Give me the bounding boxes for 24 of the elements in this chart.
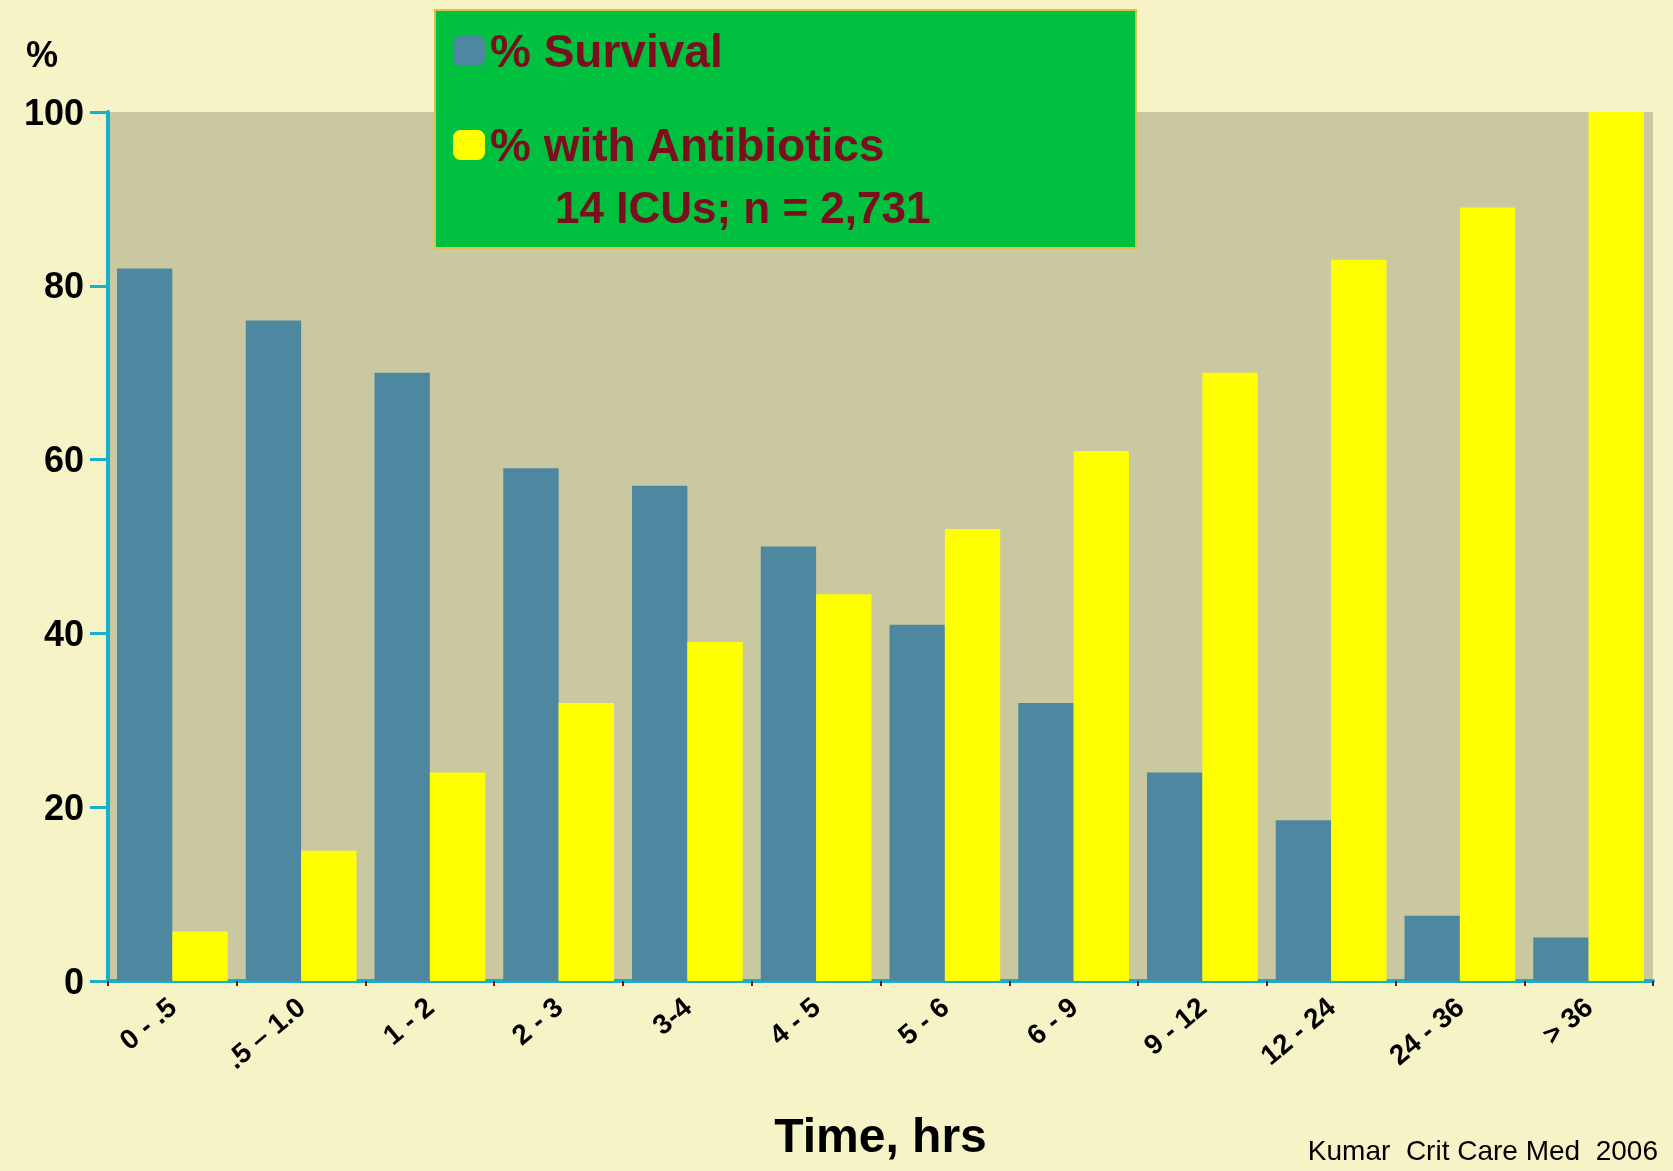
x-tick-label: 12 - 24 <box>1254 990 1342 1071</box>
x-tick-label: 0 - .5 <box>113 991 183 1056</box>
x-tick-label: 2 - 3 <box>505 991 569 1051</box>
x-tick-label: .5 – 1.0 <box>219 991 312 1075</box>
y-tick-label: 100 <box>23 91 84 133</box>
x-tick-label: 9 - 12 <box>1137 991 1213 1061</box>
y-tick-label: 80 <box>43 265 84 307</box>
y-tick-label: 20 <box>43 786 84 828</box>
x-tick-label: 1 - 2 <box>376 991 440 1051</box>
legend-label: % Survival <box>490 25 723 77</box>
text: Kumar Crit Care Med 2006 <box>1307 1134 1658 1166</box>
y-axis-title: % <box>25 33 58 75</box>
x-tick-label: 24 - 36 <box>1383 991 1470 1071</box>
y-tick-label: 60 <box>43 439 84 481</box>
x-tick-label: 6 - 9 <box>1020 991 1084 1051</box>
x-tick-label: 4 - 5 <box>763 991 827 1051</box>
y-tick-label: 0 <box>63 960 84 1002</box>
annotation: 14 ICUs; n = 2,731 <box>555 182 931 232</box>
x-tick-label: 5 - 6 <box>891 991 955 1051</box>
x-tick-label: > 36 <box>1536 991 1599 1051</box>
x-tick-label: 3-4 <box>646 990 698 1041</box>
x-axis-title: Time, hrs <box>774 1108 987 1162</box>
y-tick-label: 40 <box>43 612 84 654</box>
legend-label: % with Antibiotics <box>490 119 885 171</box>
